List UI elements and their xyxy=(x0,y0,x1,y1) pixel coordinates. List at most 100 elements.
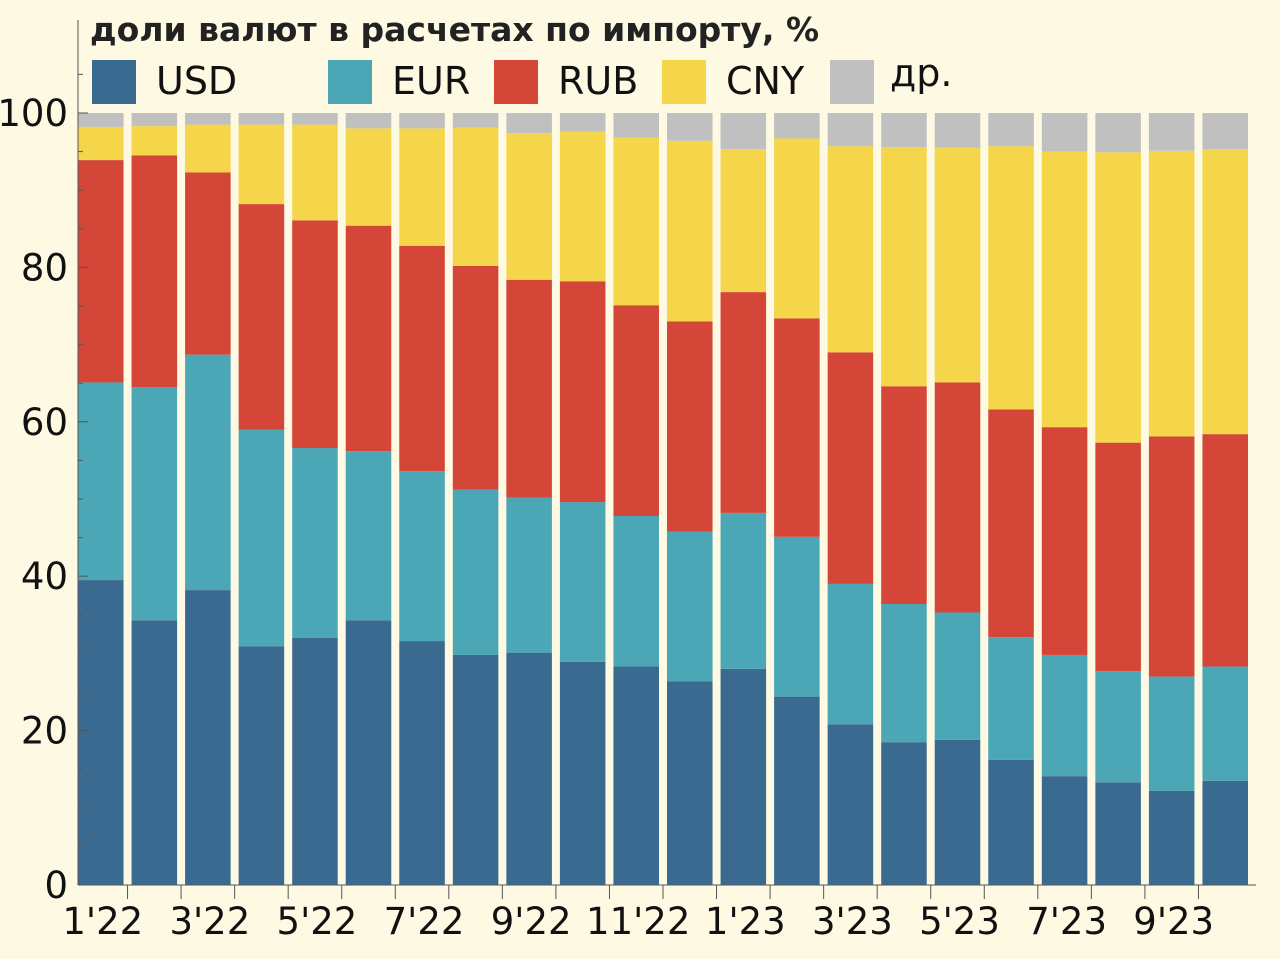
bar-др-5 xyxy=(345,113,392,129)
bar-RUB-21 xyxy=(1202,434,1248,667)
bar-EUR-6 xyxy=(399,471,445,642)
y-tick-label-100: 100 xyxy=(0,92,68,135)
bar-USD-14 xyxy=(827,724,874,885)
bar-USD-7 xyxy=(452,654,499,885)
bar-USD-11 xyxy=(667,681,713,885)
bar-EUR-9 xyxy=(559,502,606,662)
bar-EUR-16 xyxy=(934,612,981,740)
x-tick-label-5: 11'22 xyxy=(586,900,690,943)
bar-др-0 xyxy=(78,113,124,127)
bar-др-9 xyxy=(559,113,606,132)
bar-EUR-4 xyxy=(292,448,338,638)
bar-др-7 xyxy=(452,113,499,128)
bar-CNY-13 xyxy=(774,138,820,319)
bar-RUB-20 xyxy=(1148,436,1195,677)
legend-swatch-eur xyxy=(328,60,372,104)
x-tick-label-8: 5'23 xyxy=(919,900,1000,943)
x-tick-label-0: 1'22 xyxy=(62,900,143,943)
bar-USD-20 xyxy=(1148,790,1195,885)
bar-RUB-13 xyxy=(774,318,820,537)
x-tick-label-4: 9'22 xyxy=(491,900,572,943)
bar-CNY-9 xyxy=(559,131,606,282)
bar-RUB-9 xyxy=(559,281,606,503)
bar-др-19 xyxy=(1095,113,1141,153)
bar-RUB-8 xyxy=(506,279,552,498)
bar-EUR-21 xyxy=(1202,666,1248,781)
y-tick-label-20: 20 xyxy=(21,710,68,753)
bar-USD-21 xyxy=(1202,780,1248,885)
bar-CNY-21 xyxy=(1202,149,1248,435)
bar-USD-10 xyxy=(613,666,659,885)
bar-USD-5 xyxy=(345,620,392,885)
bar-EUR-14 xyxy=(827,583,874,725)
bar-др-15 xyxy=(881,113,927,147)
bar-др-18 xyxy=(1041,113,1088,152)
bar-RUB-19 xyxy=(1095,442,1141,672)
bar-RUB-6 xyxy=(399,245,445,472)
x-tick-label-10: 9'23 xyxy=(1133,900,1214,943)
legend-label-other: др. xyxy=(890,51,953,95)
bar-CNY-8 xyxy=(506,133,552,280)
bar-EUR-0 xyxy=(78,382,124,581)
bar-др-3 xyxy=(238,113,285,125)
bar-USD-0 xyxy=(78,580,124,885)
bar-др-20 xyxy=(1148,113,1195,151)
bar-CNY-6 xyxy=(399,128,445,246)
x-tick-label-2: 5'22 xyxy=(277,900,358,943)
bar-др-8 xyxy=(506,113,552,134)
bar-CNY-19 xyxy=(1095,152,1141,443)
bar-EUR-18 xyxy=(1041,654,1088,777)
bar-EUR-1 xyxy=(131,387,178,621)
bar-CNY-4 xyxy=(292,124,338,221)
x-tick-label-3: 7'22 xyxy=(384,900,465,943)
bar-RUB-2 xyxy=(185,172,231,355)
legend-label-eur: EUR xyxy=(392,59,471,103)
bar-CNY-11 xyxy=(667,140,713,322)
bar-др-13 xyxy=(774,113,820,139)
legend-label-usd: USD xyxy=(156,59,238,103)
bar-RUB-4 xyxy=(292,220,338,449)
bar-др-17 xyxy=(988,113,1034,147)
bar-CNY-12 xyxy=(720,149,767,293)
bar-USD-8 xyxy=(506,652,552,885)
bar-RUB-5 xyxy=(345,225,392,452)
bar-EUR-7 xyxy=(452,489,499,655)
bar-USD-6 xyxy=(399,641,445,885)
bar-др-1 xyxy=(131,113,178,127)
bar-CNY-10 xyxy=(613,137,659,306)
bar-CNY-16 xyxy=(934,147,981,383)
bar-CNY-5 xyxy=(345,128,392,226)
y-tick-label-0: 0 xyxy=(44,864,68,907)
bar-EUR-11 xyxy=(667,531,713,682)
x-tick-label-9: 7'23 xyxy=(1026,900,1107,943)
x-tick-label-1: 3'22 xyxy=(169,900,250,943)
bar-EUR-3 xyxy=(238,429,285,647)
bar-RUB-1 xyxy=(131,155,178,388)
bar-др-6 xyxy=(399,113,445,129)
bar-USD-1 xyxy=(131,620,178,885)
legend-label-cny: CNY xyxy=(726,59,805,103)
bar-EUR-10 xyxy=(613,515,659,667)
y-tick-label-40: 40 xyxy=(21,555,68,598)
bar-CNY-17 xyxy=(988,146,1034,410)
bar-др-21 xyxy=(1202,113,1248,150)
bar-др-10 xyxy=(613,113,659,138)
bar-EUR-5 xyxy=(345,451,392,621)
bar-EUR-20 xyxy=(1148,676,1195,791)
bar-USD-4 xyxy=(292,637,338,885)
bar-RUB-17 xyxy=(988,409,1034,638)
bar-USD-17 xyxy=(988,759,1034,885)
legend-swatch-other xyxy=(830,60,874,104)
bar-USD-13 xyxy=(774,696,820,885)
y-tick-label-60: 60 xyxy=(21,401,68,444)
legend-swatch-usd xyxy=(92,60,136,104)
bar-CNY-0 xyxy=(78,126,124,161)
bar-EUR-15 xyxy=(881,603,927,743)
bar-USD-2 xyxy=(185,590,231,885)
bar-USD-16 xyxy=(934,739,981,885)
bar-RUB-16 xyxy=(934,382,981,613)
bar-USD-12 xyxy=(720,668,767,885)
bar-др-12 xyxy=(720,113,767,150)
bar-др-4 xyxy=(292,113,338,125)
